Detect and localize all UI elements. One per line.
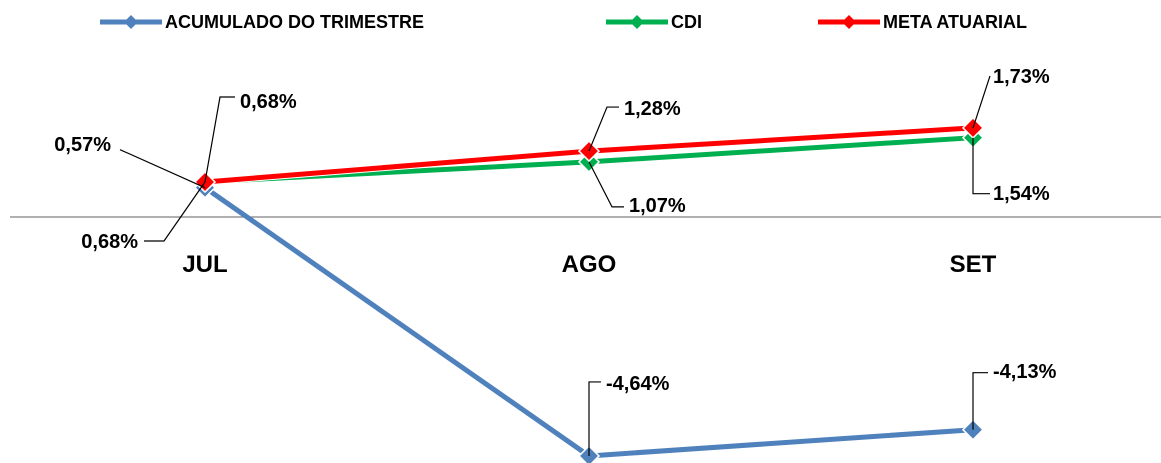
series-meta-atuarial xyxy=(193,116,985,194)
x-tick-label-jul: JUL xyxy=(182,251,227,278)
legend-label: CDI xyxy=(671,12,702,32)
data-label-cdi-ago: 1,07% xyxy=(588,161,686,217)
leader-line xyxy=(144,181,206,242)
leader-line xyxy=(588,161,624,208)
data-label-text: 0,57% xyxy=(54,134,111,156)
legend-item-meta-atuarial: META ATUARIAL xyxy=(818,12,1027,32)
data-label-text: 1,28% xyxy=(624,98,681,120)
x-tick-label-set: SET xyxy=(950,251,997,278)
legend: ACUMULADO DO TRIMESTRE CDI META ATUARIAL xyxy=(100,12,1027,32)
data-label-text: 0,68% xyxy=(81,231,138,253)
data-label-text: -4,13% xyxy=(993,361,1057,383)
leader-line xyxy=(588,381,601,456)
data-label-text: 1,07% xyxy=(629,195,686,217)
data-label-text: 0,68% xyxy=(240,91,297,113)
data-label-callouts: 0,57% 0,68% 0,68% 1,28% 1,07% 1,73% 1,54% -4,64… xyxy=(54,66,1057,456)
legend-marker xyxy=(630,15,644,29)
legend-label: ACUMULADO DO TRIMESTRE xyxy=(165,12,424,32)
legend-item-acumulado-do-trimestre: ACUMULADO DO TRIMESTRE xyxy=(100,12,424,32)
data-label-meta-atuarial-ago: 1,28% xyxy=(588,98,681,152)
data-label-text: 1,73% xyxy=(993,66,1050,88)
legend-label: META ATUARIAL xyxy=(883,12,1027,32)
leader-line xyxy=(588,106,619,152)
data-label-cdi-set: 1,54% xyxy=(972,137,1050,205)
leader-line xyxy=(204,96,235,183)
leader-line xyxy=(972,75,991,129)
leader-line xyxy=(972,372,988,430)
data-label-meta-atuarial-set: 1,73% xyxy=(972,66,1050,129)
data-label-meta-atuarial-jul: 0,68% xyxy=(204,91,297,183)
data-label-text: -4,64% xyxy=(606,373,670,395)
data-label-text: 1,54% xyxy=(993,183,1050,205)
leader-line xyxy=(972,137,990,195)
legend-item-cdi: CDI xyxy=(606,12,702,32)
data-label-cdi-jul: 0,68% xyxy=(81,181,206,253)
x-tick-labels: JUL AGO SET xyxy=(182,251,996,278)
leader-line xyxy=(119,149,206,189)
data-label-acumulado-do-trimestre-jul: 0,57% xyxy=(54,134,206,189)
legend-marker xyxy=(842,15,856,29)
legend-marker xyxy=(124,15,138,29)
x-tick-label-ago: AGO xyxy=(562,251,617,278)
data-label-acumulado-do-trimestre-set: -4,13% xyxy=(972,361,1057,430)
data-label-acumulado-do-trimestre-ago: -4,64% xyxy=(588,373,670,456)
